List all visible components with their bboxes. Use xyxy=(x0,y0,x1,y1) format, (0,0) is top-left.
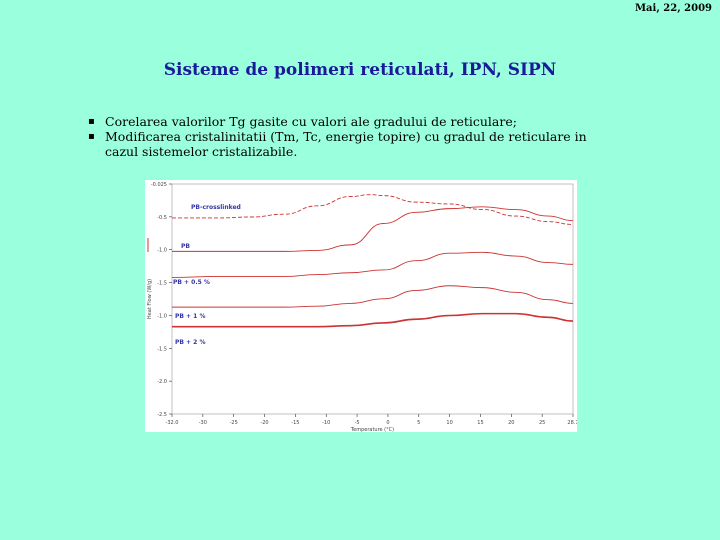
x-tick-label: 0 xyxy=(386,420,389,426)
plot-frame xyxy=(171,183,574,415)
y-tick-label: -2.5 xyxy=(157,412,167,418)
date-stamp: Mai, 22, 2009 xyxy=(634,3,712,14)
bullet-text: Modificarea cristalinitatii (Tm, Tc, ene… xyxy=(105,129,587,159)
slide-title: Sisteme de polimeri reticulati, IPN, SIP… xyxy=(163,60,557,80)
series-line xyxy=(172,312,574,328)
series-line xyxy=(171,285,574,308)
y-tick-label: -1.5 xyxy=(157,346,167,352)
bullet-item: ▪ Corelarea valorilor Tg gasite cu valor… xyxy=(86,114,606,129)
x-axis-label: Temperature (°C) xyxy=(350,427,394,432)
x-tick-label: 10 xyxy=(446,420,452,426)
series-line xyxy=(171,194,574,225)
y-tick-label: -1.0 xyxy=(157,313,167,319)
bullet-list: ▪ Corelarea valorilor Tg gasite cu valor… xyxy=(86,114,606,159)
x-tick-label: 5 xyxy=(417,420,420,426)
x-tick-label: -10 xyxy=(322,420,330,426)
bullet-icon: ▪ xyxy=(88,116,95,127)
y-tick-label: -1.0 xyxy=(157,248,167,254)
x-tick-label: -20 xyxy=(260,420,268,426)
series-label: PB-crosslinked xyxy=(191,204,241,211)
bullet-icon: ▪ xyxy=(88,131,95,142)
x-tick-label: 28.7 xyxy=(567,420,577,426)
bullet-item: ▪ Modificarea cristalinitatii (Tm, Tc, e… xyxy=(86,129,606,159)
series-label: PB xyxy=(181,243,190,250)
bullet-text: Corelarea valorilor Tg gasite cu valori … xyxy=(105,114,517,129)
series-label: PB + 2 % xyxy=(175,339,205,346)
x-tick-label: -30 xyxy=(199,420,207,426)
x-tick-label: -32.0 xyxy=(166,420,179,426)
dsc-chart: -0.025 -0.5 -1.0 -1.5 -1.0 -1.5 -2.0 -2.5 -32.0 -… xyxy=(145,180,579,433)
series-line xyxy=(171,251,574,278)
dsc-chart-svg: -0.025 -0.5 -1.0 -1.5 -1.0 -1.5 -2.0 -2.5 -32.0 -… xyxy=(147,182,579,433)
series-label: PB + 1 % xyxy=(175,313,205,320)
y-tick-label: -0.025 xyxy=(151,182,167,188)
series-line xyxy=(172,206,574,252)
x-tick-label: -25 xyxy=(230,420,238,426)
x-tick-label: -15 xyxy=(291,420,299,426)
x-tick-label: 25 xyxy=(539,420,545,426)
y-tick-label: -0.5 xyxy=(157,215,167,221)
x-tick-label: 15 xyxy=(477,420,483,426)
y-tick-label: -2.0 xyxy=(157,379,167,385)
x-tick-label: -5 xyxy=(355,420,360,426)
series-label: PB + 0.5 % xyxy=(173,279,210,286)
x-tick-label: 20 xyxy=(508,420,514,426)
y-tick-label: -1.5 xyxy=(157,281,167,287)
y-axis-label: Heat Flow (W/g) xyxy=(147,279,153,319)
